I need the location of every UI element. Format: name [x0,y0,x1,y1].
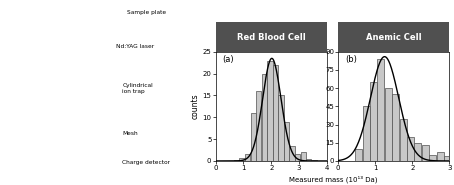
Bar [267,60,272,161]
Bar [429,155,436,161]
Bar [245,154,250,161]
Bar [256,91,262,161]
Bar [262,74,267,161]
Bar [239,158,245,161]
Text: Charge detector: Charge detector [123,160,170,165]
Bar [437,152,444,161]
Bar [284,122,289,161]
Bar [444,156,451,161]
Text: Sample plate: Sample plate [127,10,166,16]
Bar [415,143,421,161]
Bar [273,65,278,161]
Bar [422,145,429,161]
Bar [290,146,295,161]
Text: (b): (b) [345,55,357,64]
Bar [362,106,370,161]
Text: Mesh: Mesh [123,131,138,136]
Bar [234,160,239,161]
Bar [278,95,284,161]
Text: (a): (a) [222,55,234,64]
Bar [407,137,414,161]
Text: Measured mass (10¹³ Da): Measured mass (10¹³ Da) [290,176,378,183]
Text: Anemic Cell: Anemic Cell [366,33,422,41]
Bar [355,149,362,161]
Text: Nd:YAG laser: Nd:YAG laser [116,44,154,49]
Bar [251,113,256,161]
Bar [392,94,399,161]
Bar [370,82,377,161]
Bar [301,152,306,161]
Bar [377,59,385,161]
Y-axis label: counts: counts [191,94,200,119]
Bar [295,154,301,161]
Text: Red Blood Cell: Red Blood Cell [237,33,306,41]
Bar [400,119,407,161]
Text: Cylindrical
ion trap: Cylindrical ion trap [123,83,153,94]
Bar [306,159,311,161]
Bar [385,88,392,161]
Bar [312,160,317,161]
